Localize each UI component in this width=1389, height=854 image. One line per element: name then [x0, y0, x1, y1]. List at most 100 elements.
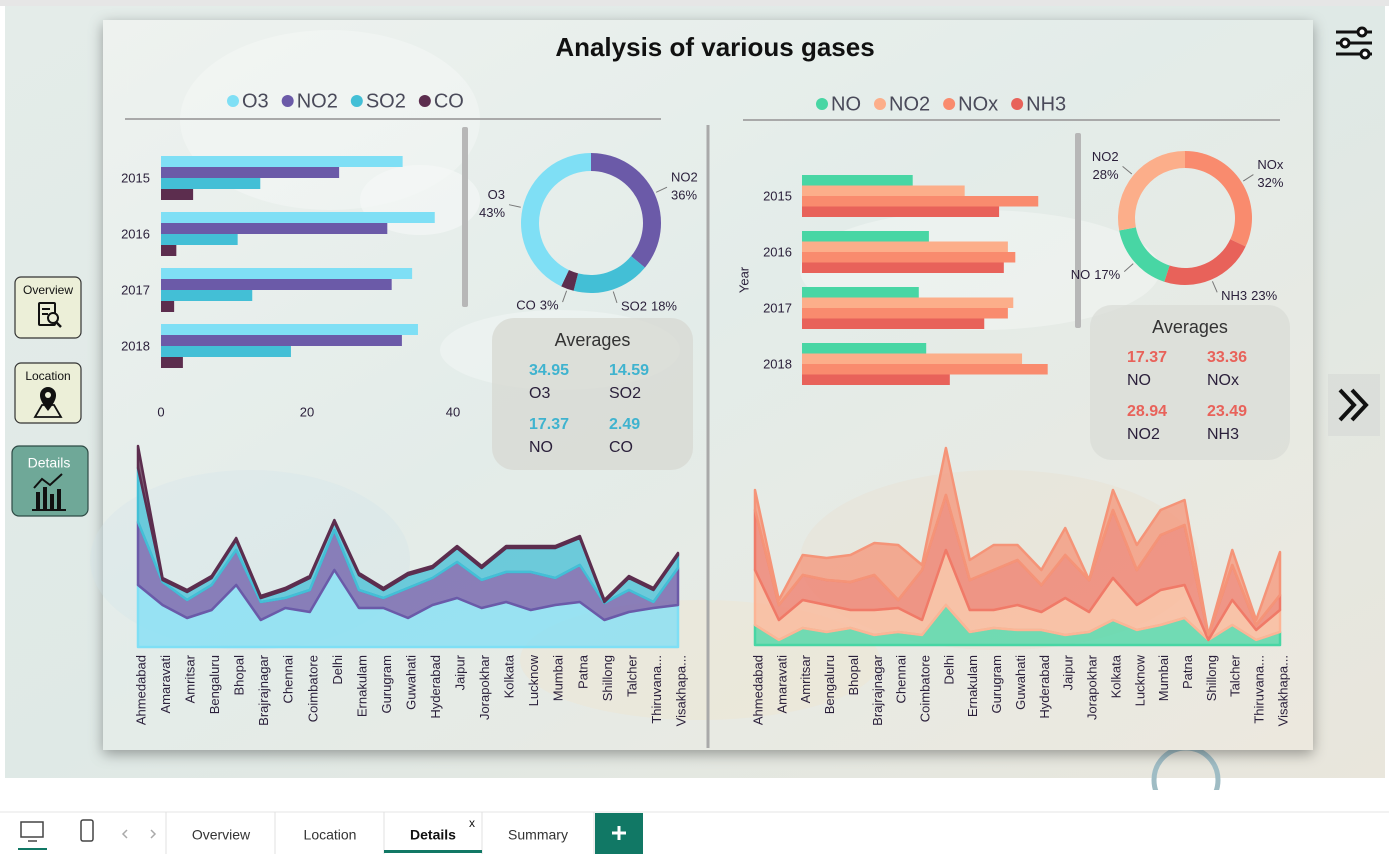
- donut-category: O3: [488, 187, 505, 202]
- x-tick-label: Lucknow: [1132, 654, 1147, 706]
- y-tick-label: 2018: [763, 356, 792, 371]
- bar: [802, 297, 1014, 308]
- x-tick-label: Thiruvana...: [1252, 655, 1267, 724]
- donut-category: NOx: [1257, 157, 1284, 172]
- card-background: [492, 318, 693, 470]
- donut-slice: [561, 270, 579, 291]
- legend-marker: [816, 98, 828, 110]
- bar: [161, 290, 253, 301]
- bar: [161, 178, 261, 189]
- card-label: SO2: [609, 385, 641, 402]
- card-label: CO: [609, 439, 633, 456]
- y-tick-label: 2015: [763, 188, 792, 203]
- card-label: NOx: [1207, 372, 1239, 389]
- bar: [802, 231, 929, 242]
- bar: [802, 196, 1039, 207]
- bar: [802, 206, 1000, 217]
- card-label: O3: [529, 385, 550, 402]
- donut-category: NO2: [671, 170, 698, 185]
- page-tab[interactable]: Details: [410, 827, 456, 843]
- page-tab[interactable]: Location: [304, 827, 357, 843]
- card-title: Averages: [1152, 317, 1228, 337]
- x-tick-label: Coimbatore: [305, 655, 320, 722]
- nav-label[interactable]: Overview: [23, 283, 73, 297]
- legend-marker: [943, 98, 956, 110]
- donut-slice: [1185, 151, 1252, 247]
- nav-label[interactable]: Location: [25, 369, 70, 383]
- legend-label: CO: [434, 90, 464, 112]
- bar: [802, 343, 927, 354]
- tab-close[interactable]: x: [469, 816, 475, 830]
- new-page-button[interactable]: [595, 813, 643, 854]
- bar: [161, 189, 194, 200]
- legend-label: O3: [242, 90, 269, 112]
- y-tick-label: 2018: [121, 338, 150, 353]
- nav-button[interactable]: Details: [11, 445, 89, 517]
- x-tick-label: Ernakulam: [965, 655, 980, 717]
- nav-button[interactable]: Overview: [14, 276, 82, 339]
- top-strip: [0, 0, 1389, 6]
- card-label: NH3: [1207, 426, 1239, 443]
- y-axis-title: Year: [736, 266, 751, 293]
- x-tick-label: Visakhapa...: [1275, 655, 1290, 726]
- x-tick-label: Shillong: [600, 655, 615, 701]
- x-tick-label: Bengaluru: [822, 655, 837, 714]
- nav-label[interactable]: Details: [28, 455, 71, 471]
- bar: [161, 346, 291, 357]
- leader-line: [1122, 165, 1133, 175]
- bar: [802, 185, 965, 196]
- legend-marker: [418, 95, 431, 107]
- bar: [161, 335, 402, 346]
- card-value: 23.49: [1207, 403, 1247, 420]
- card-value: 17.37: [529, 416, 569, 433]
- x-tick-label: Coimbatore: [917, 655, 932, 722]
- x-tick-label: 20: [300, 404, 314, 419]
- x-tick-label: Patna: [575, 654, 590, 689]
- bar: [161, 357, 183, 368]
- donut-slice: [573, 256, 645, 293]
- scrollbar[interactable]: [462, 127, 468, 307]
- bar: [802, 364, 1048, 375]
- x-tick-label: Delhi: [330, 655, 345, 685]
- x-tick-label: Gurugram: [989, 655, 1004, 714]
- page-tab[interactable]: Overview: [192, 827, 251, 843]
- filter-icon[interactable]: [1336, 26, 1372, 60]
- x-tick-label: 0: [157, 404, 164, 419]
- legend-label: NO2: [889, 93, 930, 115]
- desktop-view-button[interactable]: [18, 821, 47, 850]
- donut-value-label: 32%: [1257, 175, 1283, 190]
- card-label: NO: [529, 439, 553, 456]
- x-tick-label: Thiruvana...: [649, 655, 664, 724]
- nav-button[interactable]: Location: [14, 362, 82, 424]
- tab-scroll-left[interactable]: [121, 829, 128, 839]
- bar: [161, 245, 177, 256]
- x-tick-label: Bhopal: [232, 655, 247, 696]
- bar: [161, 268, 413, 279]
- x-tick-label: Talcher: [1228, 654, 1243, 697]
- bar: [802, 287, 919, 298]
- leader-line: [1242, 174, 1254, 182]
- scrollbar[interactable]: [1075, 133, 1081, 328]
- donut-slice: [1119, 227, 1170, 282]
- next-page-button[interactable]: [1328, 374, 1380, 436]
- card-title: Averages: [555, 330, 631, 350]
- x-tick-label: Amritsar: [798, 654, 813, 703]
- y-tick-label: 2016: [121, 226, 150, 241]
- mobile-view-button[interactable]: [80, 819, 94, 842]
- x-tick-label: 40: [446, 404, 460, 419]
- y-tick-label: 2017: [121, 282, 150, 297]
- leader-line: [562, 290, 568, 303]
- x-tick-label: Jorapokhar: [477, 654, 492, 720]
- page-tab[interactable]: Summary: [508, 827, 568, 843]
- bar: [802, 241, 1008, 252]
- x-tick-label: Amaravati: [774, 655, 789, 714]
- active-tab-indicator: [384, 850, 482, 853]
- x-tick-label: Guwahati: [1013, 655, 1028, 710]
- x-tick-label: Talcher: [624, 654, 639, 697]
- donut-slice: [1164, 239, 1246, 286]
- tab-scroll-right[interactable]: [150, 829, 157, 839]
- bar: [161, 279, 392, 290]
- bar: [161, 234, 238, 245]
- x-tick-label: Amaravati: [158, 655, 173, 714]
